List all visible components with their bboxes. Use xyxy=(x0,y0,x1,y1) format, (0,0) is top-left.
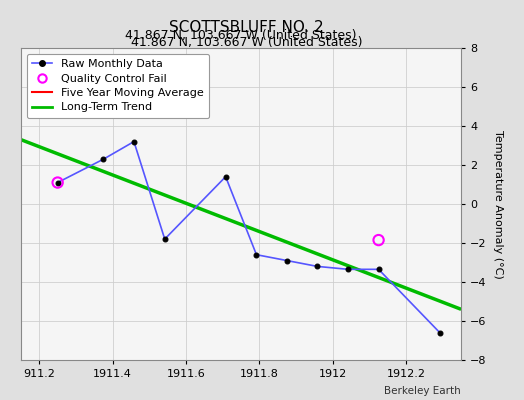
Legend: Raw Monthly Data, Quality Control Fail, Five Year Moving Average, Long-Term Tren: Raw Monthly Data, Quality Control Fail, … xyxy=(27,54,209,118)
Point xyxy=(53,179,62,186)
Text: Berkeley Earth: Berkeley Earth xyxy=(385,386,461,396)
Text: SCOTTSBLUFF NO. 2: SCOTTSBLUFF NO. 2 xyxy=(169,20,324,35)
Point xyxy=(374,237,383,243)
Y-axis label: Temperature Anomaly (°C): Temperature Anomaly (°C) xyxy=(493,130,504,278)
Text: 41.867 N, 103.667 W (United States): 41.867 N, 103.667 W (United States) xyxy=(125,29,357,42)
Text: 41.867 N, 103.667 W (United States): 41.867 N, 103.667 W (United States) xyxy=(130,36,362,49)
